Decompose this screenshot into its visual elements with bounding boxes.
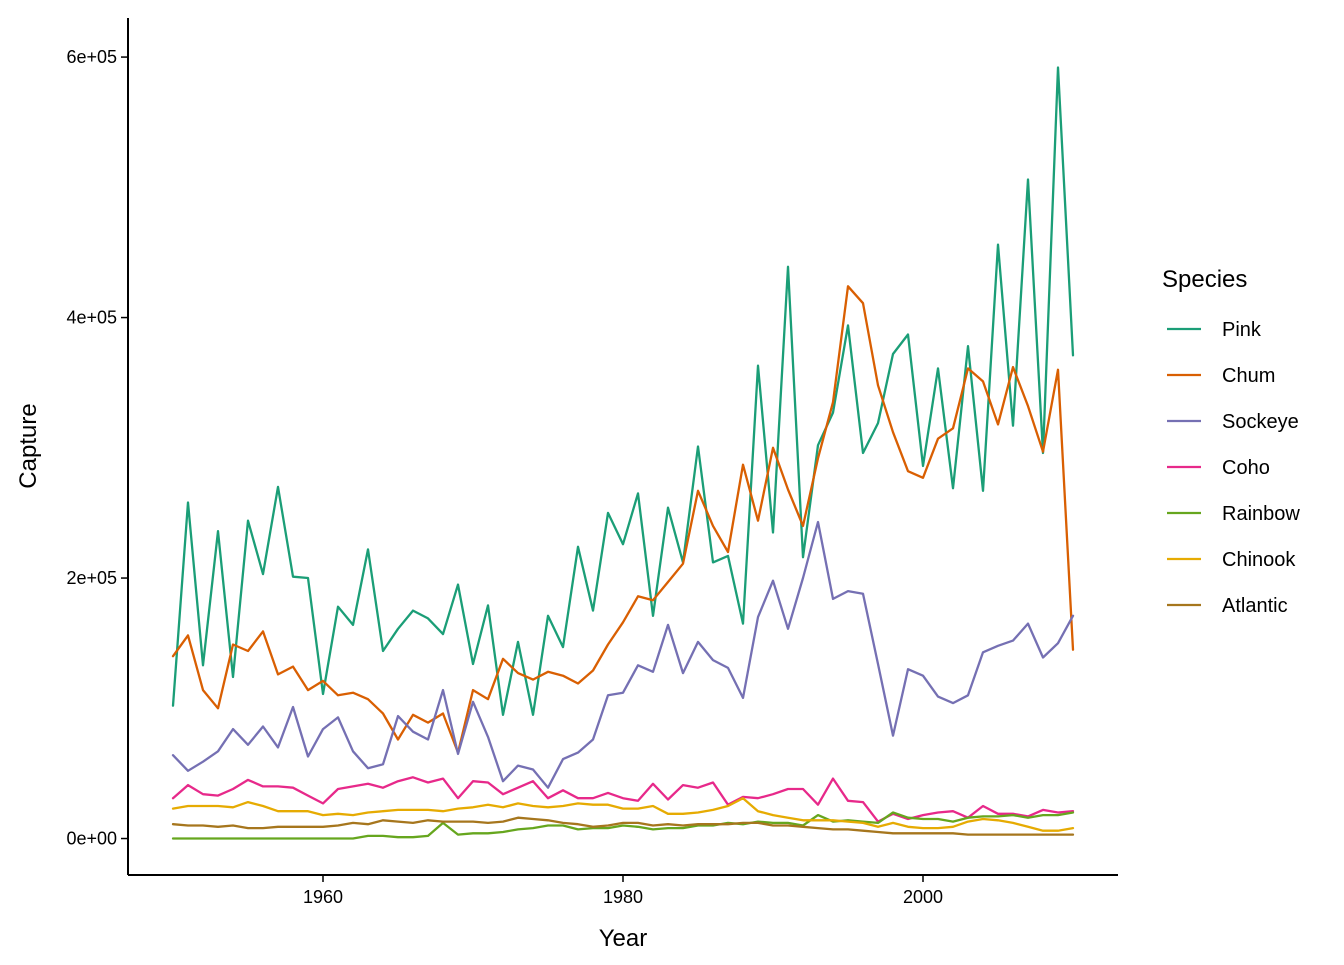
legend-title: Species	[1162, 266, 1247, 293]
legend-label-chum: Chum	[1222, 365, 1275, 387]
series-line-chinook	[171, 797, 1075, 832]
series-line-rainbow	[171, 811, 1075, 840]
legend-label-pink: Pink	[1222, 319, 1262, 341]
legend-label-coho: Coho	[1222, 457, 1270, 479]
x-tick-label: 1980	[603, 887, 643, 907]
series-line-pink	[171, 66, 1075, 716]
x-tick-label: 2000	[903, 887, 943, 907]
y-tick-label: 2e+05	[66, 568, 117, 588]
y-tick-label: 0e+00	[66, 829, 117, 849]
series-line-atlantic	[171, 816, 1075, 836]
y-axis-label: Capture	[15, 403, 42, 488]
y-tick-label: 6e+05	[66, 47, 117, 67]
legend: Species Pink Chum Sockeye Coho Rainbow Chinoo…	[1162, 266, 1300, 617]
axis-labels: Year Capture	[15, 403, 647, 952]
series-line-coho	[171, 776, 1075, 823]
legend-label-rainbow: Rainbow	[1222, 503, 1300, 525]
legend-label-chinook: Chinook	[1222, 549, 1296, 571]
series-line-sockeye	[171, 520, 1075, 789]
x-tick-label: 1960	[303, 887, 343, 907]
legend-label-sockeye: Sockeye	[1222, 411, 1299, 433]
legend-label-atlantic: Atlantic	[1222, 595, 1288, 617]
axes: 0e+00 2e+05 4e+05 6e+05 1960 1980 2000	[66, 18, 1118, 907]
y-tick-label: 4e+05	[66, 308, 117, 328]
series-lines	[171, 66, 1075, 840]
series-line-chum	[171, 285, 1075, 754]
x-axis-label: Year	[599, 925, 648, 952]
